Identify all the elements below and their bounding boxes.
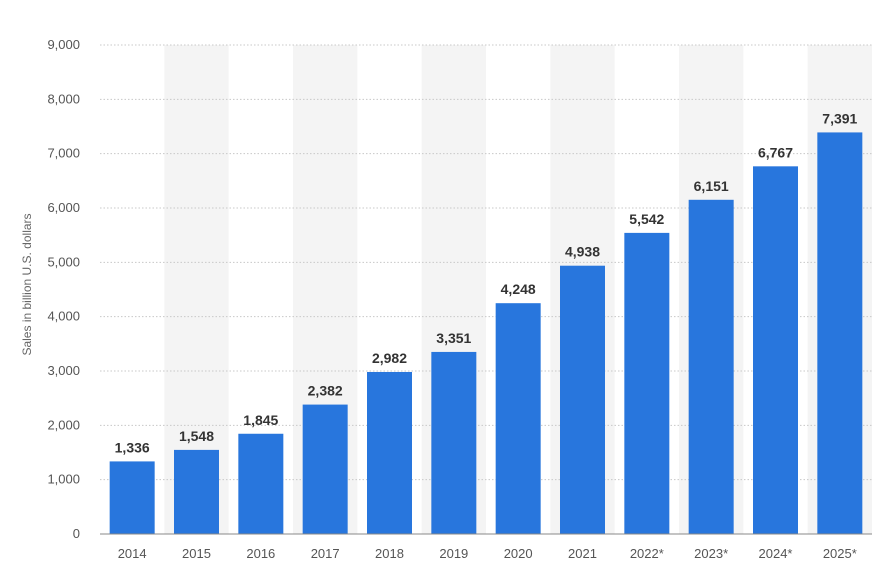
data-labels: 1,336 1,548 1,845 2,382 2,982 3,351 4,248 4,938… — [115, 110, 858, 455]
data-label: 7,391 — [822, 110, 857, 126]
bar — [688, 199, 734, 535]
y-tick-label: 4,000 — [47, 309, 80, 324]
x-tick-label: 2023* — [694, 546, 728, 561]
bar — [431, 351, 477, 534]
x-tick-label: 2020 — [504, 546, 533, 561]
data-label: 3,351 — [436, 330, 471, 346]
x-tick-label: 2022* — [630, 546, 664, 561]
y-axis-title: Sales in billion U.S. dollars — [20, 213, 34, 355]
data-label: 1,548 — [179, 428, 214, 444]
bar — [238, 433, 284, 534]
data-label: 5,542 — [629, 211, 664, 227]
y-tick-label: 6,000 — [47, 200, 80, 215]
y-tick-label: 2,000 — [47, 417, 80, 432]
x-tick-label: 2016 — [246, 546, 275, 561]
data-label: 4,938 — [565, 244, 600, 260]
y-tick-label: 9,000 — [47, 37, 80, 52]
data-label: 2,382 — [308, 383, 343, 399]
y-tick-label: 5,000 — [47, 254, 80, 269]
y-tick-label: 7,000 — [47, 146, 80, 161]
data-label: 6,767 — [758, 144, 793, 160]
x-tick-label: 2018 — [375, 546, 404, 561]
bar — [753, 166, 798, 534]
bar — [495, 303, 541, 534]
x-tick-label: 2025* — [823, 546, 857, 561]
x-tick-label: 2024* — [759, 546, 793, 561]
data-label: 2,982 — [372, 350, 407, 366]
y-tick-label: 1,000 — [47, 472, 80, 487]
y-tick-label: 8,000 — [47, 91, 80, 106]
data-label: 1,336 — [115, 439, 150, 455]
x-tick-label: 2019 — [439, 546, 468, 561]
x-tick-label: 2021 — [568, 546, 597, 561]
x-tick-label: 2017 — [311, 546, 340, 561]
x-tick-label: 2015 — [182, 546, 211, 561]
data-label: 1,845 — [243, 412, 278, 428]
data-label: 6,151 — [694, 178, 729, 194]
y-tick-label: 0 — [73, 526, 80, 541]
bar — [624, 232, 670, 534]
gridlines — [100, 44, 872, 481]
x-axis-ticks: 2014 2015 2016 2017 2018 2019 2020 2021 2022* 202… — [118, 546, 857, 561]
bars — [109, 132, 863, 535]
y-axis-ticks: 0 1,000 2,000 3,000 4,000 5,000 6,000 7,000 8,00… — [47, 37, 80, 541]
bar — [174, 449, 219, 534]
x-tick-label: 2014 — [118, 546, 147, 561]
bar — [367, 371, 412, 534]
bar — [560, 265, 605, 534]
data-label: 4,248 — [501, 281, 536, 297]
y-tick-label: 3,000 — [47, 363, 80, 378]
bar — [109, 461, 155, 534]
bar — [817, 132, 863, 534]
bar — [302, 404, 348, 534]
